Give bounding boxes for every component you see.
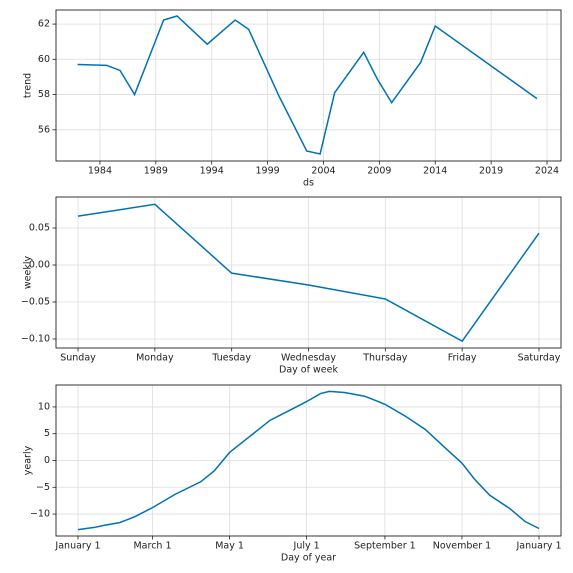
y-axis-label: yearly bbox=[23, 445, 34, 475]
line bbox=[77, 390, 540, 531]
x-tick-label: 2019 bbox=[479, 166, 503, 177]
y-tick-label: −5 bbox=[36, 482, 50, 493]
x-tick-label: 1999 bbox=[255, 166, 279, 177]
y-tick-label: 0.05 bbox=[29, 222, 50, 233]
y-axis-label: weekly bbox=[23, 256, 34, 290]
x-tick-label: January 1 bbox=[54, 541, 100, 552]
x-tick-label: Tuesday bbox=[211, 353, 251, 364]
x-tick-label: November 1 bbox=[433, 541, 491, 552]
x-tick-label: Friday bbox=[448, 353, 477, 364]
x-tick-label: 2024 bbox=[535, 166, 559, 177]
x-tick-label: July 1 bbox=[293, 541, 320, 552]
x-tick-label: 1989 bbox=[144, 166, 168, 177]
x-tick-label: Monday bbox=[136, 353, 174, 364]
x-tick-label: 1984 bbox=[88, 166, 112, 177]
y-tick-label: 5 bbox=[44, 428, 50, 439]
x-tick-label: January 1 bbox=[515, 541, 561, 552]
line bbox=[77, 15, 538, 155]
line bbox=[77, 203, 540, 343]
axes-frame bbox=[55, 384, 562, 537]
x-tick-label: 2009 bbox=[367, 166, 391, 177]
x-tick-label: Wednesday bbox=[281, 353, 336, 364]
x-tick-label: September 1 bbox=[354, 541, 416, 552]
x-tick-label: Thursday bbox=[362, 353, 408, 364]
y-tick-label: 60 bbox=[38, 54, 50, 65]
x-tick-label: Saturday bbox=[518, 353, 561, 364]
x-tick-label: 1994 bbox=[200, 166, 224, 177]
y-tick-label: −0.05 bbox=[21, 296, 50, 307]
x-tick-label: May 1 bbox=[215, 541, 244, 552]
y-tick-label: 0 bbox=[44, 455, 50, 466]
x-axis-label: Day of week bbox=[279, 365, 338, 376]
x-tick-label: 2014 bbox=[423, 166, 447, 177]
y-tick-label: 0.00 bbox=[29, 259, 50, 270]
x-axis-label: Day of year bbox=[281, 553, 336, 564]
y-tick-label: 56 bbox=[38, 124, 50, 135]
y-tick-label: 58 bbox=[38, 89, 50, 100]
y-tick-label: −10 bbox=[30, 509, 50, 520]
axes-frame bbox=[55, 196, 562, 349]
x-axis-label: ds bbox=[303, 178, 314, 189]
y-tick-label: −0.10 bbox=[21, 333, 50, 344]
y-tick-label: 62 bbox=[38, 19, 50, 30]
x-tick-label: 2004 bbox=[311, 166, 335, 177]
x-tick-label: Sunday bbox=[60, 353, 96, 364]
axes-frame bbox=[55, 9, 562, 162]
x-tick-label: March 1 bbox=[133, 541, 171, 552]
y-tick-label: 10 bbox=[38, 401, 50, 412]
y-axis-label: trend bbox=[23, 73, 34, 98]
